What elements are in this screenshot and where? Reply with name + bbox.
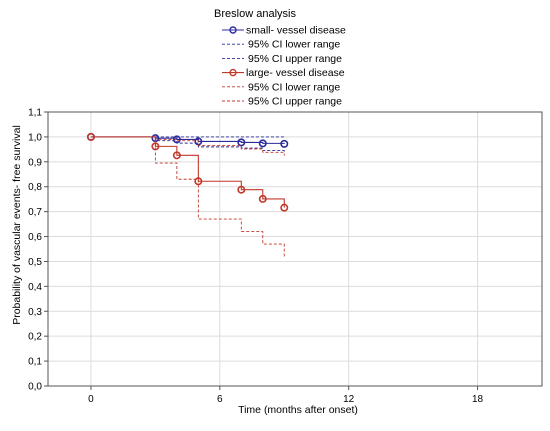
survival-line bbox=[90, 136, 285, 208]
legend-item: large- vessel disease bbox=[222, 67, 345, 79]
series-5 bbox=[90, 136, 285, 156]
legend-label: 95% CI upper range bbox=[248, 96, 342, 108]
y-tick-label: 0,0 bbox=[28, 382, 42, 393]
legend-marker bbox=[229, 68, 237, 77]
data-point bbox=[172, 151, 181, 160]
legend: Breslow analysis small- vessel disease 95… bbox=[214, 8, 346, 108]
y-tick-label: 0,1 bbox=[28, 357, 42, 368]
ci-line bbox=[90, 136, 285, 156]
ci-line bbox=[90, 136, 285, 257]
y-tick-label: 0,8 bbox=[28, 182, 42, 193]
data-point bbox=[86, 132, 95, 141]
legend-item: 95% CI upper range bbox=[222, 53, 342, 65]
y-axis-label: Probability of vascular events- free sur… bbox=[11, 125, 23, 325]
legend-item: 95% CI lower range bbox=[222, 39, 340, 51]
legend-label: 95% CI lower range bbox=[248, 81, 340, 93]
plot-area bbox=[47, 111, 543, 387]
data-point bbox=[258, 194, 267, 203]
x-tick-label: 0 bbox=[88, 394, 94, 405]
y-tick-label: 0,4 bbox=[28, 282, 42, 293]
data-point bbox=[280, 139, 289, 148]
data-point bbox=[258, 139, 267, 148]
data-point bbox=[237, 185, 246, 194]
y-tick-label: 0,9 bbox=[28, 157, 42, 168]
x-axis-ticks: 0 6 12 18 bbox=[88, 386, 484, 405]
series-4 bbox=[90, 136, 285, 257]
y-tick-label: 0,5 bbox=[28, 257, 42, 268]
y-tick-label: 0,3 bbox=[28, 307, 42, 318]
legend-item: small- vessel disease bbox=[222, 25, 346, 37]
y-tick-label: 1,0 bbox=[28, 132, 42, 143]
y-tick-label: 0,2 bbox=[28, 332, 42, 343]
data-point bbox=[280, 203, 289, 212]
data-point bbox=[194, 177, 203, 186]
x-axis-label: Time (months after onset) bbox=[238, 404, 358, 416]
legend-item: 95% CI lower range bbox=[222, 81, 340, 93]
legend-label: small- vessel disease bbox=[246, 25, 346, 37]
x-tick-label: 18 bbox=[472, 394, 484, 405]
x-tick-label: 12 bbox=[343, 394, 355, 405]
data-point bbox=[237, 138, 246, 147]
legend-label: 95% CI upper range bbox=[248, 53, 342, 65]
x-tick-label: 6 bbox=[217, 394, 223, 405]
y-tick-label: 1,1 bbox=[28, 108, 42, 119]
series-layer bbox=[86, 132, 289, 257]
series-3 bbox=[86, 132, 289, 212]
legend-item: 95% CI upper range bbox=[222, 96, 342, 108]
y-axis-ticks: 0,0 0,1 0,2 0,3 0,4 0,5 0,6 0,7 0,8 0,9 1,0 1,1 bbox=[28, 108, 48, 393]
legend-label: large- vessel disease bbox=[246, 67, 345, 79]
plot-border bbox=[47, 111, 543, 387]
y-tick-label: 0,6 bbox=[28, 232, 42, 243]
legend-title: Breslow analysis bbox=[214, 8, 296, 20]
y-tick-label: 0,7 bbox=[28, 207, 42, 218]
legend-label: 95% CI lower range bbox=[248, 39, 340, 51]
legend-marker bbox=[229, 26, 237, 34]
grid bbox=[48, 111, 542, 387]
